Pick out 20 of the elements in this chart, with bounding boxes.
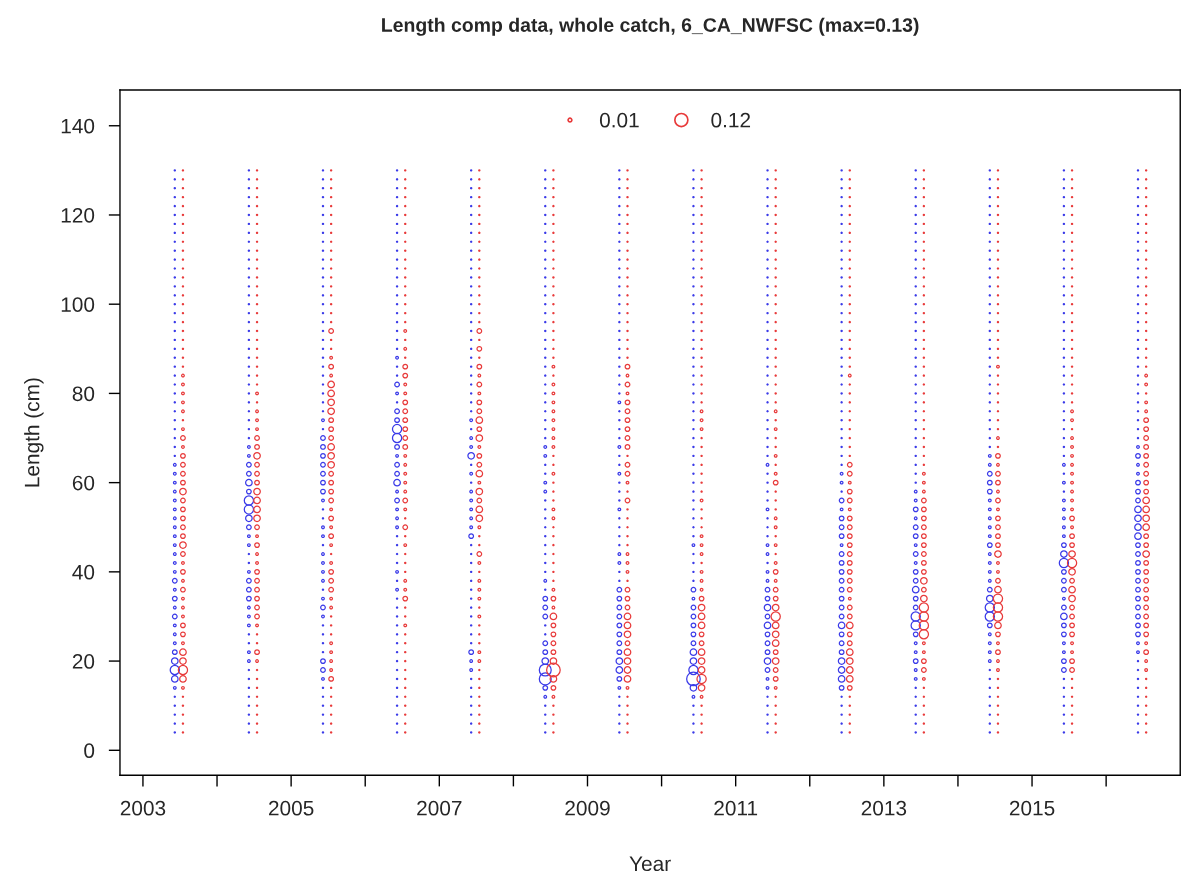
x-tick-label: 2013 [861,800,907,816]
y-tick-label: 100 [61,297,95,312]
x-tick-label: 2015 [1009,800,1055,816]
chart-title: Length comp data, whole catch, 6_CA_NWFSC (max=0.13) [382,17,919,36]
y-axis-title: Length (cm) [24,378,44,487]
x-tick-label: 2009 [565,800,610,816]
x-tick-label: 2007 [417,800,462,816]
y-tick-label: 140 [61,118,95,134]
x-tick-label: 2005 [269,800,314,816]
y-tick-label: 120 [61,207,95,223]
y-tick-label: 80 [72,386,95,402]
x-tick-label: 2003 [120,800,166,816]
x-tick-label: 2011 [714,800,758,816]
y-tick-label: 0 [84,743,95,759]
legend-label: 0.01 [599,112,639,128]
x-axis-title: Year [629,856,671,872]
legend-label: 0.12 [711,112,751,128]
y-tick-label: 20 [72,654,95,669]
y-tick-label: 40 [72,564,95,580]
y-tick-label: 60 [72,475,95,491]
